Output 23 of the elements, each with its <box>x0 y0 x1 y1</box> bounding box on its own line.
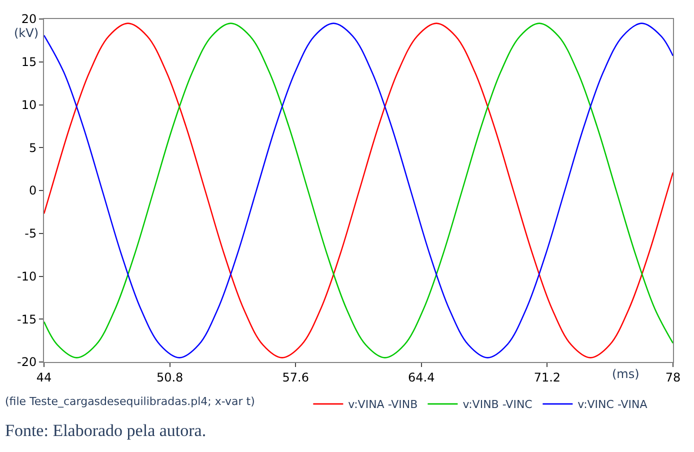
source-note: Fonte: Elaborado pela autora. <box>5 421 206 440</box>
x-tick-label: 57.6 <box>282 370 309 384</box>
y-tick-label: 10 <box>21 98 37 112</box>
y-tick-label: 5 <box>28 140 37 155</box>
legend-label: v:VINC -VINA <box>578 398 648 412</box>
x-tick-label: 50.8 <box>156 370 184 384</box>
legend-label: v:VINB -VINC <box>462 398 533 412</box>
legend-label: v:VINA -VINB <box>348 398 418 412</box>
y-axis-title: (kV) <box>14 26 39 40</box>
x-tick-label: 44 <box>36 370 52 384</box>
x-tick-label: 71.2 <box>534 370 561 384</box>
y-tick-label: 0 <box>28 184 37 198</box>
x-tick-label: 78 <box>665 370 681 384</box>
line-series <box>44 22 673 358</box>
y-tick-label: 20 <box>21 12 37 26</box>
y-tick-label: -10 <box>16 269 37 284</box>
text: (file Teste_cargasdesequilibradas.pl4; x-var t) <box>5 395 255 408</box>
x-tick-label: 64.4 <box>408 370 435 384</box>
y-tick-label: -15 <box>16 312 37 326</box>
y-tick-label: -5 <box>24 226 37 241</box>
y-tick-label: -20 <box>16 355 37 370</box>
y-tick-label: 15 <box>21 55 37 70</box>
x-axis-title: (ms) <box>612 367 640 381</box>
